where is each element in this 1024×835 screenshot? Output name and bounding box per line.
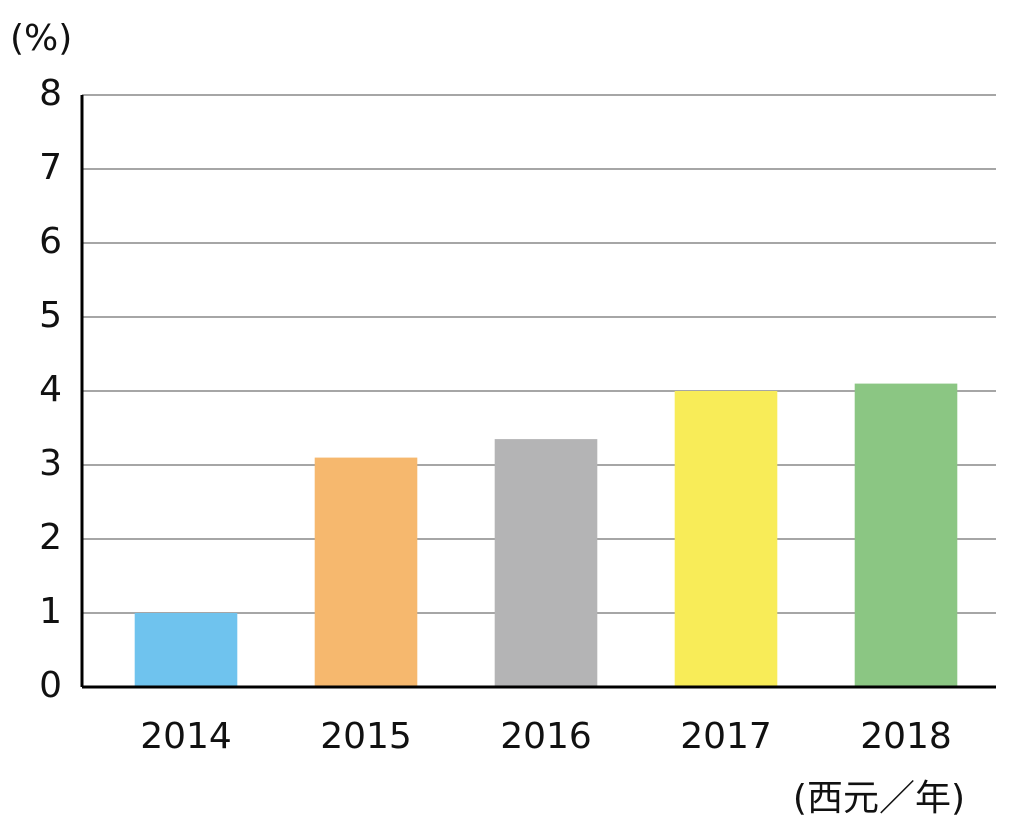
x-tick-label: 2015 bbox=[320, 716, 412, 757]
y-axis-label: (%) bbox=[10, 18, 72, 59]
y-tick-label: 3 bbox=[39, 443, 62, 484]
bar bbox=[314, 457, 418, 687]
y-tick-label: 2 bbox=[39, 517, 62, 558]
bar bbox=[134, 613, 238, 687]
y-tick-label: 1 bbox=[39, 591, 62, 632]
y-tick-label: 5 bbox=[39, 295, 62, 336]
x-tick-label: 2016 bbox=[500, 716, 592, 757]
y-tick-label: 7 bbox=[39, 147, 62, 188]
y-tick-label: 0 bbox=[39, 665, 62, 706]
bar bbox=[674, 391, 778, 687]
x-tick-label: 2018 bbox=[860, 716, 952, 757]
bar bbox=[494, 439, 598, 687]
x-tick-label: 2017 bbox=[680, 716, 772, 757]
bar bbox=[854, 383, 958, 687]
y-tick-label: 4 bbox=[39, 369, 62, 410]
y-tick-label: 8 bbox=[39, 73, 62, 114]
y-tick-label: 6 bbox=[39, 221, 62, 262]
x-axis-label: (西元／年) bbox=[793, 778, 965, 819]
x-tick-label: 2014 bbox=[140, 716, 232, 757]
